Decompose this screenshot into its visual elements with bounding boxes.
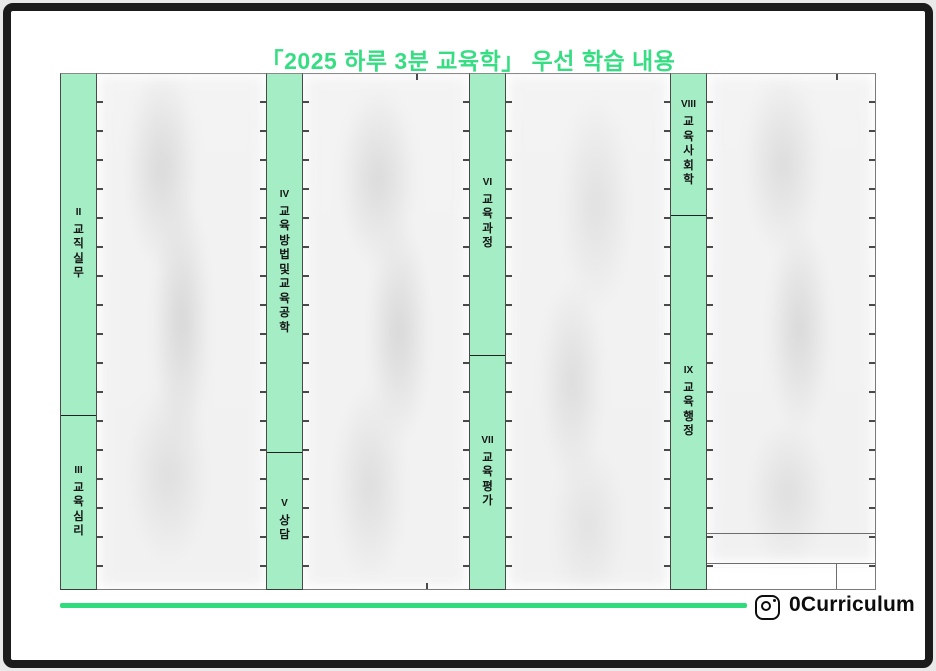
content-column-1-blurred bbox=[97, 73, 266, 590]
section-numeral: VI bbox=[482, 176, 493, 188]
content-column-3-blurred bbox=[506, 73, 670, 590]
column-gridline-mark bbox=[836, 74, 838, 80]
column-gridline-mark bbox=[416, 74, 418, 80]
row-ticks bbox=[707, 74, 713, 589]
row-ticks bbox=[463, 74, 469, 589]
blurred-text-block bbox=[509, 77, 667, 586]
footer-green-rule bbox=[60, 603, 747, 608]
section-numeral: IV bbox=[279, 188, 290, 200]
row-ticks bbox=[260, 74, 266, 589]
instagram-icon-dot bbox=[773, 599, 776, 602]
row-ticks bbox=[97, 74, 103, 589]
blurred-text-block bbox=[306, 77, 466, 586]
content-column-2-blurred bbox=[303, 73, 469, 590]
section-numeral: V bbox=[281, 497, 288, 509]
cell-divider-line bbox=[707, 563, 875, 565]
content-column-4-blurred bbox=[707, 73, 876, 590]
section-numeral: VII bbox=[481, 434, 494, 446]
column-gridline-mark bbox=[426, 583, 428, 589]
blurred-text-block bbox=[100, 77, 263, 586]
row-ticks bbox=[664, 74, 670, 589]
section-numeral: IX bbox=[683, 364, 694, 376]
cell-divider-line bbox=[836, 563, 838, 589]
section-numeral: II bbox=[75, 206, 82, 218]
row-ticks bbox=[506, 74, 512, 589]
row-ticks bbox=[869, 74, 875, 589]
section-numeral: VIII bbox=[680, 99, 696, 111]
instagram-handle: 0Curriculum bbox=[789, 593, 915, 616]
row-ticks bbox=[303, 74, 309, 589]
cell-divider-line bbox=[707, 533, 875, 535]
page-title: 「2025 하루 3분 교육학」 우선 학습 내용 bbox=[260, 48, 676, 74]
instagram-icon-lens bbox=[760, 600, 771, 611]
blurred-text-block bbox=[710, 77, 872, 561]
section-numeral: III bbox=[74, 464, 83, 476]
instagram-icon bbox=[755, 595, 780, 620]
